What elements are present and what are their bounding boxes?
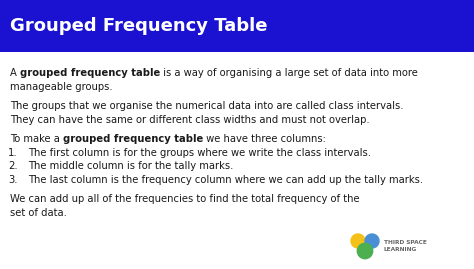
Text: set of data.: set of data.: [10, 208, 67, 218]
Bar: [0, 0, 474, 52]
Text: The first column is for the groups where we write the class intervals.: The first column is for the groups where…: [28, 148, 371, 158]
Text: They can have the same or different class widths and must not overlap.: They can have the same or different clas…: [10, 115, 370, 125]
Circle shape: [365, 234, 379, 248]
Text: LEARNING: LEARNING: [384, 247, 417, 252]
Text: The middle column is for the tally marks.: The middle column is for the tally marks…: [28, 161, 233, 171]
Text: The groups that we organise the numerical data into are called class intervals.: The groups that we organise the numerica…: [10, 101, 403, 111]
Text: manageable groups.: manageable groups.: [10, 82, 113, 92]
Text: To make a: To make a: [10, 134, 63, 144]
Text: A: A: [10, 69, 20, 79]
Text: THIRD SPACE: THIRD SPACE: [384, 240, 427, 245]
Circle shape: [351, 234, 365, 248]
Circle shape: [357, 243, 373, 259]
Text: grouped frequency table: grouped frequency table: [20, 69, 160, 79]
Text: Grouped Frequency Table: Grouped Frequency Table: [10, 17, 267, 35]
Text: 2.: 2.: [9, 161, 18, 171]
Text: grouped frequency table: grouped frequency table: [63, 134, 203, 144]
Text: is a way of organising a large set of data into more: is a way of organising a large set of da…: [160, 69, 418, 79]
Text: 1.: 1.: [9, 148, 18, 158]
Text: We can add up all of the frequencies to find the total frequency of the: We can add up all of the frequencies to …: [10, 194, 360, 204]
Text: The last column is the frequency column where we can add up the tally marks.: The last column is the frequency column …: [28, 175, 423, 185]
Text: 3.: 3.: [9, 175, 18, 185]
Text: we have three columns:: we have three columns:: [203, 134, 326, 144]
